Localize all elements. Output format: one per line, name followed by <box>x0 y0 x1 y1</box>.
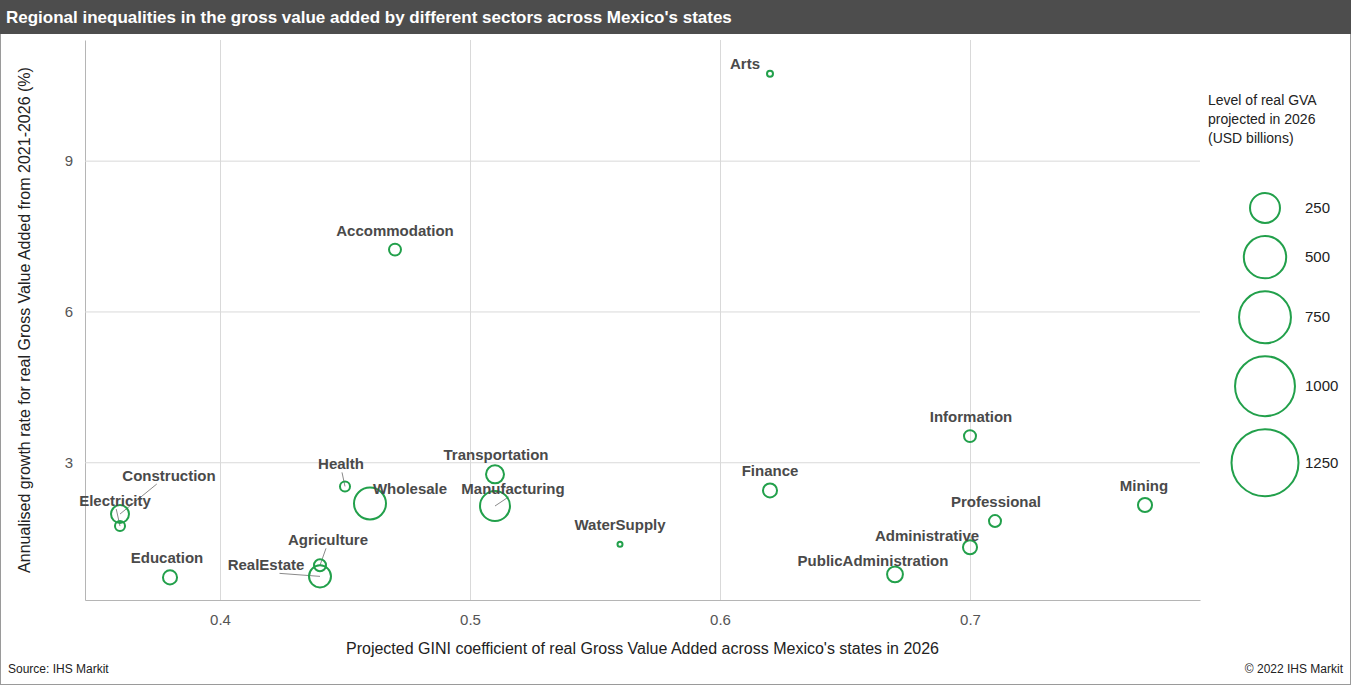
y-grid-line <box>85 311 1200 312</box>
y-axis-title: Annualised growth rate for real Gross Va… <box>16 67 33 573</box>
y-grid-line <box>85 161 1200 162</box>
y-axis: 3 6 9 <box>65 41 1200 601</box>
point-labels: Arts Accommodation Information Transportati… <box>79 55 1168 574</box>
bubble <box>767 71 773 77</box>
legend-label: 500 <box>1305 248 1330 265</box>
legend-bubble <box>1244 236 1286 278</box>
title: Regional inequalities in the gross value… <box>6 8 732 27</box>
point-label: Administrative <box>875 527 979 544</box>
bubble <box>163 570 177 584</box>
y-axis-line <box>85 41 86 601</box>
x-axis-line <box>86 600 1201 601</box>
point-label: PublicAdministration <box>798 552 949 569</box>
x-tick-label: 0.6 <box>710 611 731 628</box>
point-label: Mining <box>1120 477 1168 494</box>
y-tick-label: 6 <box>65 303 73 320</box>
legend-bubble <box>1235 356 1295 416</box>
legend-bubble <box>1232 429 1299 496</box>
point-label: Finance <box>742 462 799 479</box>
legend-label: 250 <box>1305 199 1330 216</box>
y-tick-label: 3 <box>65 454 73 471</box>
bubble <box>989 515 1001 527</box>
y-tick-label: 9 <box>65 152 73 169</box>
legend-title-line: projected in 2026 <box>1208 111 1316 127</box>
y-grid-line <box>85 462 1200 463</box>
legend-label: 750 <box>1305 308 1330 325</box>
point-label: RealEstate <box>228 556 305 573</box>
x-tick: 0.4 <box>210 40 231 628</box>
leader-lines <box>116 472 508 576</box>
legend-label: 1250 <box>1305 454 1338 471</box>
point-label: Arts <box>730 55 760 72</box>
bubble <box>763 483 777 497</box>
bubble <box>964 430 976 442</box>
point-label: WaterSupply <box>574 516 666 533</box>
legend-bubble <box>1239 291 1291 343</box>
x-tick-label: 0.7 <box>960 611 981 628</box>
leader-line <box>495 497 509 506</box>
point-label: Agriculture <box>288 531 368 548</box>
bubble <box>389 244 401 256</box>
legend-title-line: Level of real GVA <box>1208 92 1317 108</box>
x-tick-label: 0.5 <box>460 611 481 628</box>
point-label: Electricity <box>79 492 151 509</box>
size-legend: Level of real GVA projected in 2026 (USD b… <box>1208 92 1338 496</box>
bubble <box>617 542 622 547</box>
x-tick: 0.5 <box>460 40 481 628</box>
point-label: Professional <box>951 493 1041 510</box>
legend-bubble <box>1250 193 1280 223</box>
point-label: Information <box>930 408 1013 425</box>
x-axis-title: Projected GINI coefficient of real Gross… <box>346 640 939 657</box>
x-axis: 0.4 0.5 0.6 0.7 <box>86 40 1201 628</box>
x-tick: 0.6 <box>710 40 731 628</box>
y-tick: 9 <box>65 152 1200 169</box>
x-tick-label: 0.4 <box>210 611 231 628</box>
point-label: Wholesale <box>373 480 447 497</box>
leader-line <box>280 573 321 576</box>
legend-title-line: (USD billions) <box>1208 130 1294 146</box>
point-label: Health <box>318 455 364 472</box>
x-grid-line <box>470 40 471 600</box>
bubble <box>1138 498 1152 512</box>
leader-line <box>342 472 345 486</box>
copyright: © 2022 IHS Markit <box>1245 662 1344 676</box>
x-grid-line <box>220 40 221 600</box>
y-tick: 3 <box>65 454 1200 471</box>
legend-label: 1000 <box>1305 377 1338 394</box>
chart: Regional inequalities in the gross value… <box>0 0 1351 685</box>
bubble <box>340 481 350 491</box>
y-tick: 6 <box>65 303 1200 320</box>
point-label: Education <box>131 549 204 566</box>
bubble <box>309 565 331 587</box>
point-label: Accommodation <box>336 222 454 239</box>
point-label: Transportation <box>443 446 548 463</box>
x-grid-line <box>720 40 721 600</box>
legend-title: Level of real GVA projected in 2026 (USD b… <box>1208 92 1317 146</box>
background <box>1 1 1351 685</box>
title-bar <box>0 0 1351 34</box>
x-grid-line <box>970 40 971 600</box>
point-label: Manufacturing <box>461 480 564 497</box>
point-label: Construction <box>122 467 215 484</box>
bubble <box>115 521 125 531</box>
bubbles <box>111 71 1152 588</box>
source-note: Source: IHS Markit <box>8 662 109 676</box>
